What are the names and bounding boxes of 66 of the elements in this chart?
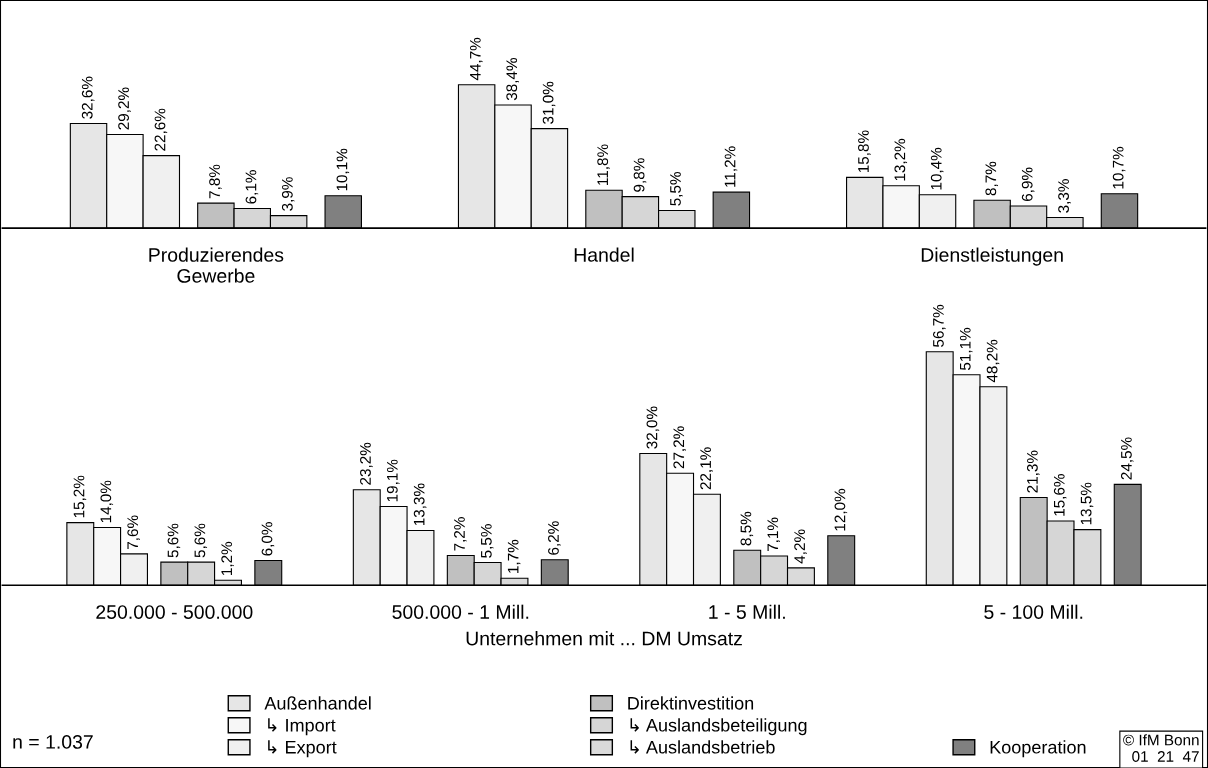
legend-label: ↳ Export	[268, 740, 337, 758]
data-label: 19,1%	[386, 459, 400, 502]
x-tick-label: Dienstleistungen	[921, 247, 1063, 266]
data-label: 15,2%	[73, 475, 87, 518]
data-label: 10,7%	[1112, 146, 1126, 189]
data-label: 7,8%	[209, 164, 222, 199]
data-label: 6,0%	[261, 522, 275, 556]
data-label: 10,4%	[930, 147, 944, 190]
data-label: 32,6%	[81, 76, 95, 119]
x-axis-title: Unternehmen mit ... DM Umsatz	[466, 631, 742, 646]
data-label: 5,6%	[167, 523, 181, 558]
data-label: 48,2%	[986, 339, 1000, 383]
data-label: 6,2%	[548, 521, 561, 555]
data-label: 8,7%	[985, 161, 999, 196]
data-label: 22,1%	[700, 447, 713, 490]
data-label: 7,2%	[454, 517, 467, 551]
data-label: 7,6%	[127, 515, 140, 549]
x-tick-label: Handel	[574, 247, 634, 262]
legend-label: Kooperation	[990, 740, 1086, 758]
data-label: 5,6%	[194, 523, 208, 558]
data-label: 14,0%	[100, 480, 114, 523]
data-label: 4,2%	[794, 529, 807, 564]
data-label: 13,2%	[894, 138, 908, 181]
text: n = 1.037	[13, 735, 93, 749]
data-label: 15,8%	[858, 130, 871, 173]
legend-label: ↳ Auslandsbetrieb	[630, 740, 775, 754]
data-label: 24,5%	[1120, 437, 1134, 480]
data-label: 3,9%	[281, 177, 295, 211]
legend-label: ↳ Import	[268, 718, 336, 736]
data-label: 11,2%	[724, 146, 738, 187]
data-label: 31,0%	[542, 81, 556, 124]
x-tick-label: 500.000 - 1 Mill.	[392, 604, 529, 619]
data-label: 29,2%	[118, 87, 131, 130]
data-label: 22,6%	[154, 108, 168, 151]
data-label: 32,0%	[646, 406, 660, 449]
legend-label: ↳ Auslandsbeteiligung	[630, 718, 807, 736]
data-label: 51,1%	[959, 327, 973, 371]
data-label: 23,2%	[360, 442, 373, 485]
x-tick-label: 1 - 5 Mill.	[709, 604, 785, 619]
data-label: 13,5%	[1080, 482, 1094, 525]
data-label: 6,1%	[245, 170, 259, 204]
data-label: 5,5%	[480, 524, 494, 558]
data-label: 5,5%	[670, 172, 683, 206]
data-label: 10,1%	[336, 148, 350, 191]
data-label: 3,3%	[1058, 179, 1071, 213]
data-label: 27,2%	[673, 426, 686, 469]
data-label: 15,6%	[1053, 474, 1067, 516]
data-label: 8,5%	[740, 511, 754, 546]
data-label: 12,0%	[834, 488, 848, 531]
data-label: 38,4%	[506, 58, 519, 101]
data-label: 9,8%	[633, 158, 647, 192]
data-label: 11,8%	[597, 144, 610, 185]
data-label: 6,9%	[1021, 167, 1035, 202]
data-label: 7,1%	[767, 517, 780, 552]
legend-label: Außenhandel	[264, 696, 371, 710]
legend-label: Direktinvestition	[628, 696, 754, 710]
x-tick-label: 250.000 - 500.000	[96, 605, 253, 619]
data-label: 1,2%	[221, 541, 234, 575]
x-tick-label: 5 - 100 Mill.	[984, 604, 1083, 619]
text: © IfM Bonn 01 21 47	[1123, 734, 1199, 762]
data-label: 44,7%	[470, 37, 483, 81]
data-label: 1,7%	[507, 539, 521, 573]
data-label: 13,3%	[413, 483, 427, 526]
data-label: 21,3%	[1026, 450, 1040, 493]
x-tick-label: Produzierendes Gewerbe	[149, 247, 284, 283]
data-label: 56,7%	[932, 304, 946, 347]
